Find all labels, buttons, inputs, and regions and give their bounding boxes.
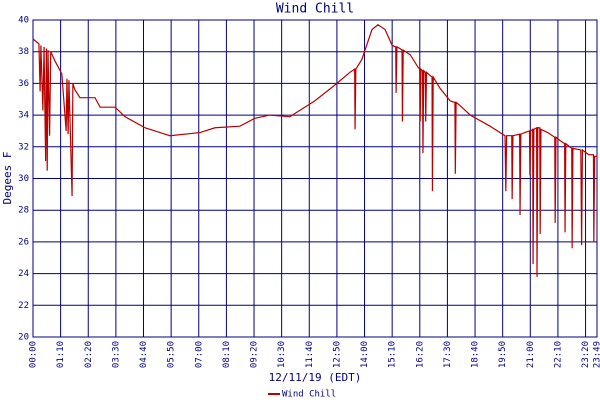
x-tick-label: 22:10 [553,341,563,368]
x-tick-label: 08:10 [222,341,232,368]
chart-title: Wind Chill [276,2,354,17]
x-tick-label: 15:10 [388,341,398,368]
legend-label: Wind Chill [282,390,336,400]
x-tick-label: 01:10 [56,341,66,368]
x-tick-label: 02:20 [84,341,94,368]
y-tick-label: 34 [18,111,29,121]
x-tick-label: 11:40 [305,341,315,368]
y-tick-label: 36 [18,79,29,89]
y-tick-label: 20 [18,333,29,343]
x-tick-label: 09:20 [250,341,260,368]
x-tick-label: 10:30 [277,341,287,368]
x-tick-label: 00:00 [29,341,39,368]
y-tick-label: 22 [18,301,29,311]
x-tick-label: 14:00 [360,341,370,368]
x-tick-label: 23:49 [593,341,600,368]
x-tick-label: 12:50 [332,341,342,368]
x-tick-label: 19:50 [498,341,508,368]
x-axis-label: 12/11/19 (EDT) [269,371,362,384]
y-tick-label: 28 [18,206,29,216]
y-tick-label: 24 [18,269,29,279]
x-tick-label: 07:00 [194,341,204,368]
x-tick-label: 18:40 [471,341,481,368]
y-tick-label: 38 [18,47,29,57]
y-tick-label: 26 [18,237,29,247]
x-tick-label: 16:20 [415,341,425,368]
x-tick-label: 21:00 [526,341,536,368]
y-axis-label: Degees F [1,152,14,205]
y-tick-label: 40 [18,16,29,26]
data-line [32,24,597,277]
y-tick-label: 32 [18,142,29,152]
x-tick-label: 17:30 [443,341,453,368]
x-tick-label: 04:40 [139,341,149,368]
y-tick-label: 30 [18,174,29,184]
x-tick-label: 03:30 [111,341,121,368]
x-tick-label: 23:20 [581,341,591,368]
x-tick-label: 05:50 [167,341,177,368]
